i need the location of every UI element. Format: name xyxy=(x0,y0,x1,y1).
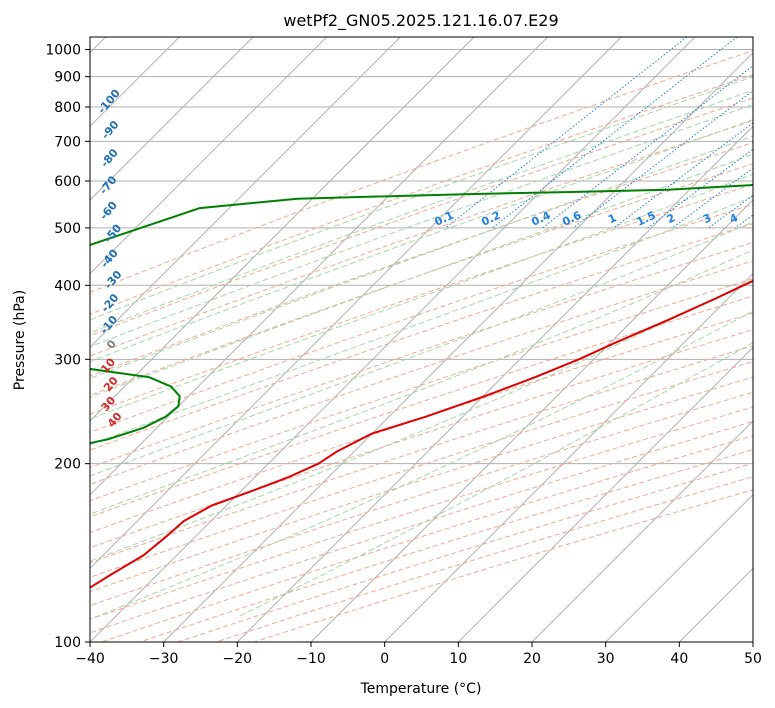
mixing-ratio-line xyxy=(672,167,753,229)
axes: −40 −30 −20 −10 0 10 20 30 40 50 1000 900 800 700 600 5… xyxy=(45,43,762,667)
isotherm-line xyxy=(163,51,753,642)
mixing-ratio-label: 1 xyxy=(606,211,618,226)
mixing-ratio-line xyxy=(734,214,753,229)
moist-adiabat xyxy=(236,342,753,618)
isotherm-line xyxy=(90,37,696,642)
x-tick-label: 20 xyxy=(523,651,541,667)
isotherm-line xyxy=(310,199,753,642)
dry-adiabat-label: -60 xyxy=(97,199,120,223)
dry-adiabat-label: -30 xyxy=(102,268,125,292)
x-axis-label: Temperature (°C) xyxy=(360,681,482,697)
dry-adiabat-label: -80 xyxy=(98,146,121,170)
y-tick-label: 1000 xyxy=(45,43,81,59)
y-tick-label: 300 xyxy=(54,352,81,368)
isotherm-line xyxy=(90,37,328,275)
temperature-profile-line xyxy=(90,279,753,589)
mixing-ratio-line xyxy=(613,122,753,229)
x-tick-label: 50 xyxy=(744,651,762,667)
x-tick-label: −30 xyxy=(149,651,179,667)
mixing-ratio-label: 2 xyxy=(665,211,677,226)
dry-adiabat-label: 20 xyxy=(101,374,121,394)
isotherm-line xyxy=(90,37,549,496)
dry-adiabat-label: -20 xyxy=(99,291,122,315)
dry-adiabat xyxy=(90,376,753,593)
y-tick-label: 900 xyxy=(54,70,81,86)
dry-adiabat-label: -70 xyxy=(97,173,120,197)
dry-adiabat-label: -40 xyxy=(98,246,121,270)
plot-frame xyxy=(89,36,754,643)
moist-adiabat xyxy=(90,279,753,562)
moist-adiabat xyxy=(90,173,753,420)
moist-adiabat xyxy=(90,103,753,348)
x-tick-label: 40 xyxy=(670,651,688,667)
dry-adiabat-label: -100 xyxy=(95,87,123,117)
y-tick-label: 500 xyxy=(54,221,81,237)
dry-adiabat-label: -90 xyxy=(99,118,122,142)
dry-adiabat xyxy=(90,391,753,607)
y-tick-label: 600 xyxy=(54,174,81,190)
isotherm-line xyxy=(531,420,753,642)
dry-adiabat xyxy=(90,295,753,518)
y-tick-label: 800 xyxy=(54,100,81,116)
dry-adiabat xyxy=(90,241,753,469)
mixing-ratio-line xyxy=(445,37,688,229)
isotherm-line xyxy=(678,567,753,642)
mixing-ratio-label: 3 xyxy=(701,211,713,226)
y-tick-label: 100 xyxy=(54,635,81,651)
x-tick-label: 0 xyxy=(380,651,389,667)
isotherm-line xyxy=(236,125,753,642)
moist-adiabat xyxy=(90,119,753,363)
chart-title: wetPf2_GN05.2025.121.16.07.E29 xyxy=(283,11,558,31)
moist-adiabat xyxy=(90,89,753,334)
isotherm-line xyxy=(605,493,753,642)
isotherm-line xyxy=(384,272,753,642)
x-tick-label: −20 xyxy=(223,651,253,667)
y-axis-label: Pressure (hPa) xyxy=(12,290,28,390)
isotherm-line xyxy=(90,37,401,349)
mixing-ratio-line xyxy=(542,65,753,229)
isotherm-line xyxy=(90,37,475,422)
dry-adiabat xyxy=(90,50,753,293)
dry-adiabat xyxy=(90,345,753,564)
isotherm-line xyxy=(90,37,622,570)
dry-adiabat xyxy=(90,329,753,549)
profile-lines xyxy=(90,183,753,589)
mixing-ratio-label: 0.4 xyxy=(529,209,552,229)
dry-adiabat-label: -10 xyxy=(98,313,121,337)
dry-adiabat xyxy=(215,476,753,642)
dry-adiabat xyxy=(90,223,753,451)
moist-adiabat xyxy=(90,249,753,515)
x-tick-label: −40 xyxy=(75,651,105,667)
isotherm-line xyxy=(457,346,753,642)
dry-adiabat xyxy=(90,97,753,337)
dry-adiabat xyxy=(90,312,753,534)
dry-adiabat xyxy=(90,163,753,396)
mixing-ratio-line xyxy=(492,37,738,229)
x-tick-label: 10 xyxy=(449,651,467,667)
y-tick-label: 700 xyxy=(54,134,81,150)
dry-adiabat xyxy=(90,278,753,502)
y-tick-label: 200 xyxy=(54,457,81,473)
dry-adiabat xyxy=(101,435,753,642)
y-tick-label: 400 xyxy=(54,278,81,294)
dry-adiabat xyxy=(90,260,753,485)
isotherm-line xyxy=(90,37,254,201)
isotherm-line xyxy=(752,641,753,642)
x-tick-label: −10 xyxy=(296,651,326,667)
dry-adiabat xyxy=(177,462,753,642)
dry-adiabat-label: -50 xyxy=(102,221,125,245)
x-tick-label: 30 xyxy=(597,651,615,667)
dry-adiabat xyxy=(90,361,753,578)
